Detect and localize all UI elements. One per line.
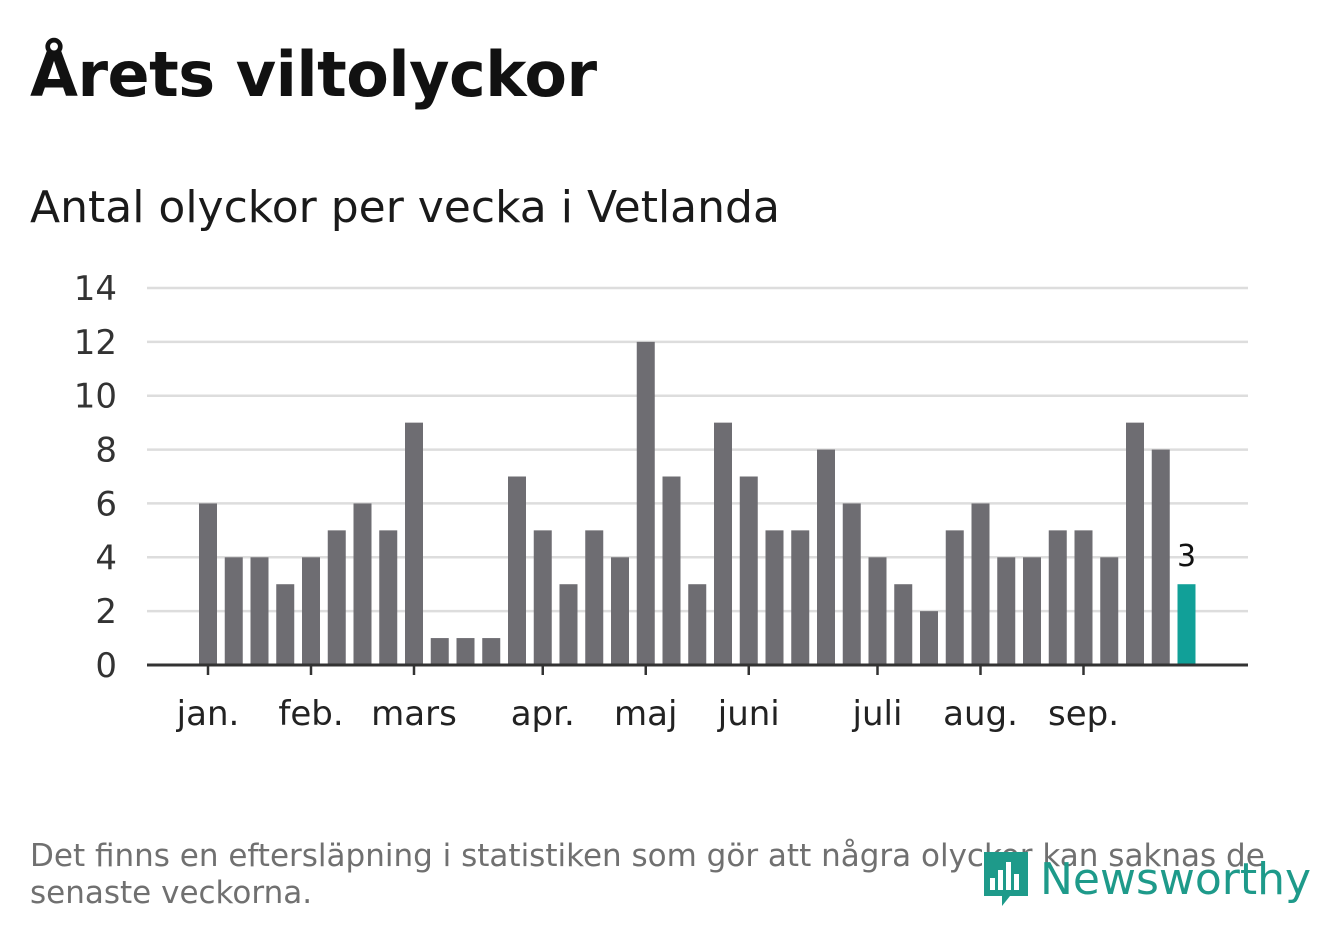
bar [353,503,372,665]
bar [714,422,732,665]
bar [997,557,1016,665]
bar [1074,530,1093,665]
x-tick-label: aug. [943,694,1018,734]
bar [224,557,243,665]
bar [817,449,835,665]
y-tick-label: 8 [95,431,117,471]
x-tick-label: juni [717,694,780,734]
y-axis-ticks: 0 2 4 6 8 10 12 14 [74,269,117,686]
brand-name: Newsworthy [1040,853,1312,905]
bar [199,503,217,665]
y-tick-label: 2 [95,592,117,632]
chart-subtitle: Antal olyckor per vecka i Vetlanda [30,182,780,233]
bar [250,557,269,665]
bar [842,503,861,665]
bar [791,530,810,665]
y-tick-label: 0 [95,646,117,686]
newsworthy-icon [984,852,1028,906]
bar [327,530,346,665]
bar [533,530,552,665]
bar [456,638,475,665]
bar [1023,557,1041,665]
bar-value-label: 3 [1177,539,1196,574]
bar [765,530,784,665]
bar [585,530,604,665]
footnote: Det finns en eftersläpning i statistiken… [30,838,1265,911]
bar [430,638,449,665]
bar [1048,530,1067,665]
data-labels: 3 [1177,539,1196,574]
bar [945,530,964,665]
bar [379,530,398,665]
bar [611,557,629,665]
x-tick-label: maj [614,694,677,734]
bar [508,476,526,665]
bar [739,476,758,665]
bar [482,638,501,665]
bar [276,584,295,665]
x-tick-label: sep. [1048,694,1119,734]
bar [1100,557,1119,665]
bars [199,341,1196,665]
x-tick-label: feb. [278,694,343,734]
brand-logo: Newsworthy [980,848,1311,910]
bar [636,341,655,665]
bar [559,584,578,665]
bar [920,611,938,665]
bar [1151,449,1170,665]
bar [662,476,681,665]
x-tick-label: jan. [176,694,240,734]
bar [302,557,320,665]
x-tick-label: apr. [511,694,575,734]
x-tick-label: juli [852,694,903,734]
y-tick-label: 10 [74,377,117,417]
bar-highlight [1177,584,1196,665]
y-tick-label: 12 [74,323,117,363]
bar-chart: 0 2 4 6 8 10 12 14 jan. feb. mars apr. maj juni juli a… [74,269,1248,734]
bar [1126,422,1144,665]
bar [405,422,423,665]
bar [971,503,990,665]
x-axis: jan. feb. mars apr. maj juni juli aug. sep. [147,663,1248,734]
chart-title: Årets viltolyckor [30,38,597,111]
bar [868,557,887,665]
y-tick-label: 6 [95,484,117,524]
bar [688,584,707,665]
x-tick-label: mars [371,694,457,734]
bar [894,584,913,665]
y-tick-label: 14 [74,269,117,309]
y-tick-label: 4 [95,538,117,578]
